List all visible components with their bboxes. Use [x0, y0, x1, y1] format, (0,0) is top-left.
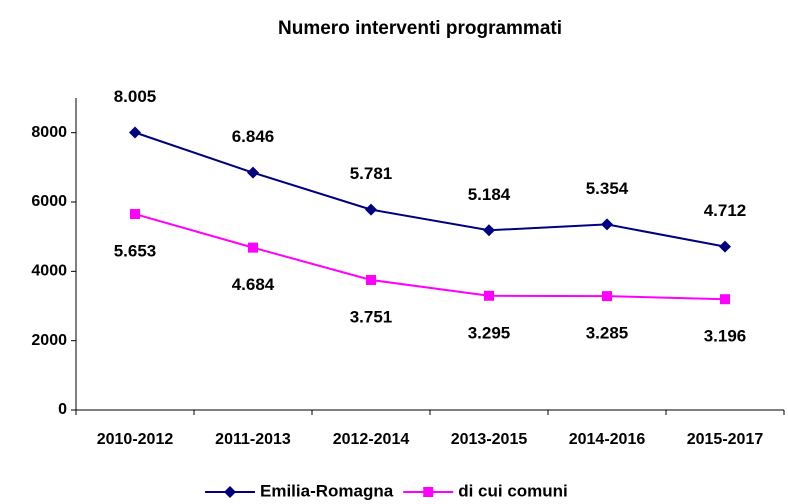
x-tick-label: 2012-2014: [333, 431, 410, 448]
marker: [248, 242, 258, 253]
y-tick-label: 0: [58, 401, 67, 418]
legend-label: di cui comuni: [458, 481, 568, 500]
x-tick-label: 2013-2015: [451, 431, 528, 448]
x-tick-label: 2014-2016: [569, 431, 646, 448]
data-label: 5.184: [468, 185, 511, 204]
marker: [601, 218, 613, 231]
y-tick-label: 6000: [31, 193, 67, 210]
marker: [224, 486, 236, 498]
chart-title: Numero interventi programmati: [278, 18, 562, 39]
marker: [602, 291, 612, 302]
y-tick-label: 4000: [31, 263, 67, 280]
data-label: 5.354: [586, 179, 629, 198]
y-tick-label: 8000: [31, 124, 67, 141]
x-tick-label: 2015-2017: [687, 431, 764, 448]
marker: [365, 203, 377, 216]
data-label: 5.781: [350, 164, 393, 183]
data-label: 8.005: [114, 87, 157, 106]
marker: [483, 224, 495, 237]
marker: [247, 166, 259, 179]
marker: [720, 294, 730, 305]
data-label: 6.846: [232, 127, 275, 146]
data-label: 4.712: [704, 201, 747, 220]
series-line: [134, 131, 726, 248]
data-label: 3.295: [468, 323, 511, 342]
y-tick-label: 2000: [31, 332, 67, 349]
data-label: 4.684: [232, 275, 275, 294]
marker: [130, 209, 140, 220]
x-tick-label: 2011-2013: [215, 431, 291, 448]
data-label: 3.285: [586, 324, 629, 343]
data-label: 3.751: [350, 307, 393, 326]
marker: [484, 290, 494, 301]
marker: [719, 240, 731, 253]
series-line: [134, 213, 726, 301]
data-label: 5.653: [114, 242, 157, 261]
marker: [129, 126, 141, 139]
marker: [423, 487, 434, 497]
data-label: 3.196: [704, 327, 747, 346]
x-tick-label: 2010-2012: [97, 431, 174, 448]
legend-label: Emilia-Romagna: [260, 481, 394, 500]
marker: [366, 274, 376, 285]
